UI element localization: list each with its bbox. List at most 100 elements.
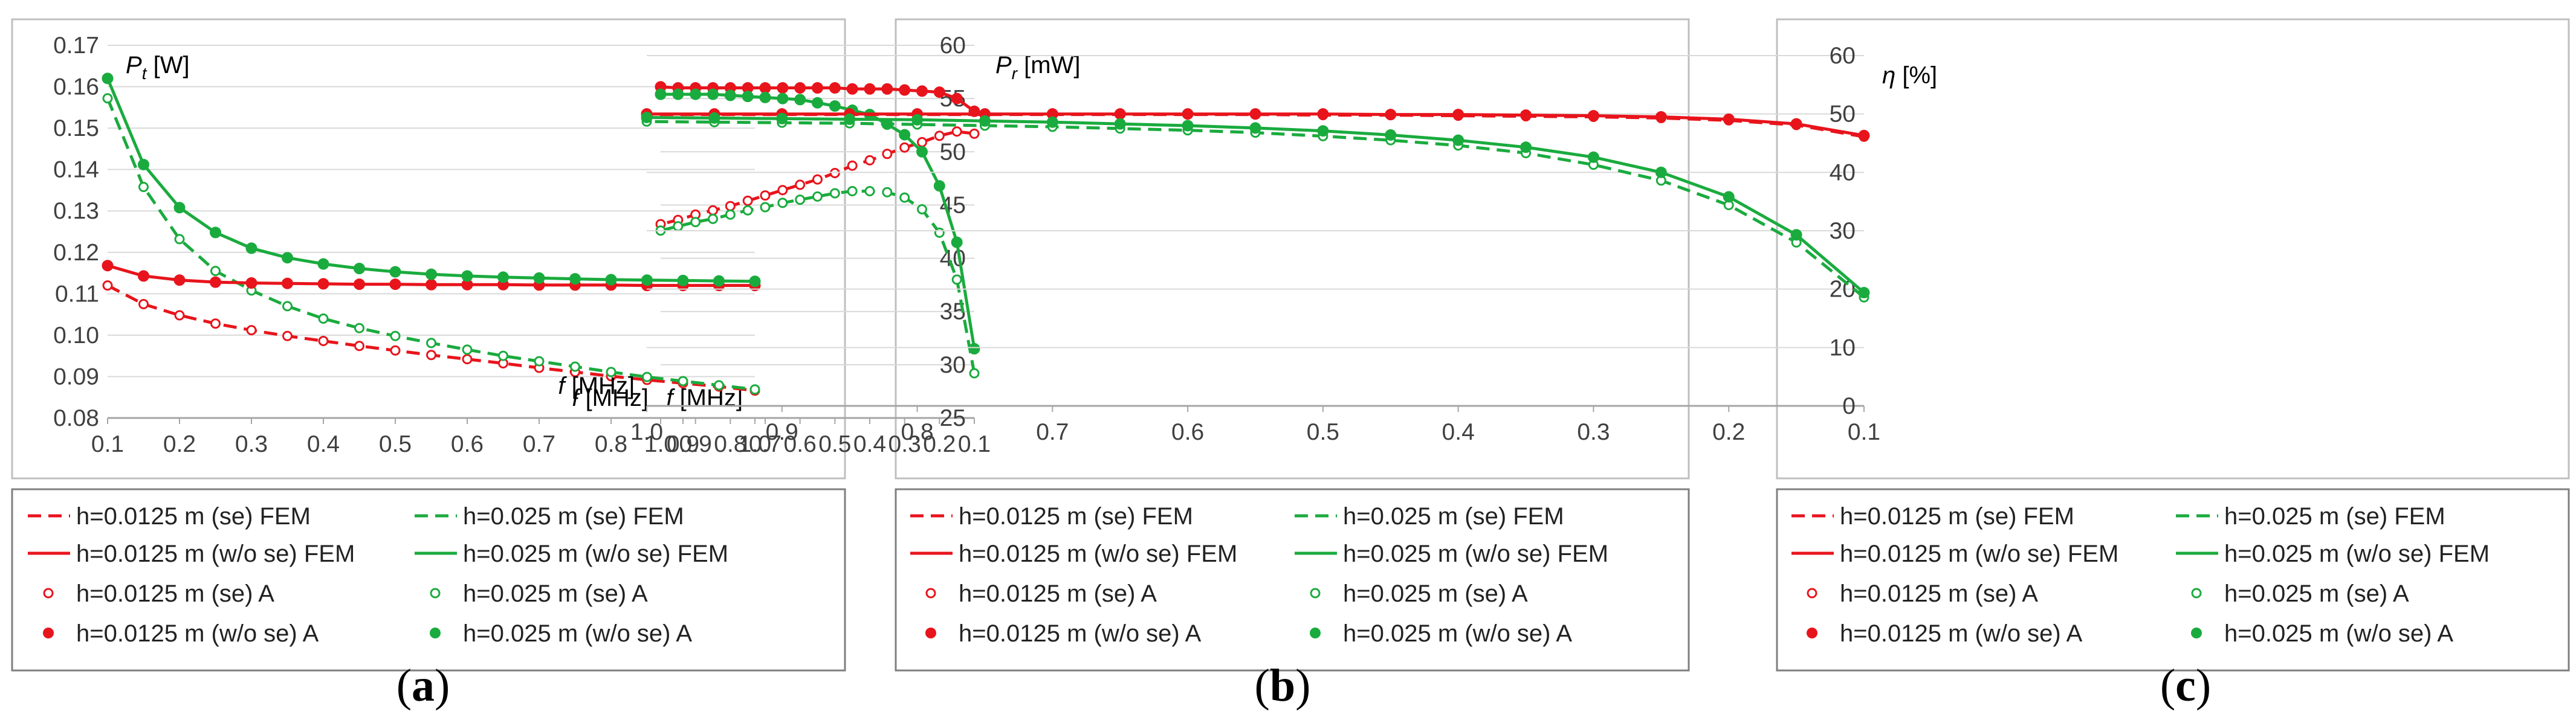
data-point-open	[829, 188, 840, 199]
data-point-filled	[794, 94, 806, 106]
data-point-open	[708, 205, 718, 216]
legend-swatch-filled	[925, 628, 936, 638]
data-point-open	[882, 187, 893, 198]
data-point-open	[210, 318, 221, 329]
data-point-open	[934, 227, 945, 238]
data-point-filled	[1723, 191, 1735, 203]
legend-entry: h=0.0125 m (w/o se) FEM	[1840, 541, 2118, 567]
data-point-filled	[1114, 108, 1126, 120]
x-axis-label: f [MHz]	[666, 385, 743, 411]
data-point-open	[847, 160, 858, 171]
data-point-filled	[641, 111, 653, 123]
data-point-open	[246, 325, 257, 336]
data-point-filled	[911, 114, 924, 126]
data-point-open	[864, 155, 875, 165]
data-point-filled	[173, 202, 186, 214]
data-point-open	[760, 202, 771, 213]
y-tick-label: 60	[940, 33, 966, 59]
legend-swatch-filled	[2191, 628, 2202, 638]
y-axis-label: η [%]	[1882, 62, 1937, 89]
data-point-open	[426, 338, 436, 349]
data-point-open	[534, 356, 545, 367]
y-tick-label: 0.13	[53, 198, 99, 224]
data-point-filled	[1655, 166, 1667, 178]
data-point-open	[673, 221, 684, 232]
data-point-open	[714, 380, 724, 391]
legend-entry: h=0.025 m (se) A	[463, 580, 648, 607]
panel-label: (b)	[1255, 660, 1311, 711]
data-point-open	[318, 313, 329, 324]
data-point-filled	[1858, 286, 1870, 298]
legend-swatch-filled	[43, 628, 54, 638]
data-point-open	[690, 217, 701, 228]
data-point-open	[899, 192, 910, 203]
data-point-filled	[794, 82, 806, 94]
data-point-open	[795, 179, 806, 190]
data-point-open	[777, 198, 788, 208]
data-point-filled	[641, 274, 653, 286]
x-tick-label: 0.2	[163, 431, 196, 457]
data-point-filled	[749, 275, 761, 288]
data-point-filled	[138, 158, 149, 170]
legend-frame	[11, 488, 846, 672]
y-tick-label: 0	[1842, 393, 1856, 419]
data-point-filled	[1723, 113, 1735, 125]
data-point-filled	[655, 88, 667, 100]
data-point-filled	[1452, 109, 1464, 121]
data-point-filled	[777, 82, 789, 94]
data-point-filled	[968, 342, 980, 355]
legend-entry: h=0.025 m (se) FEM	[463, 503, 684, 530]
data-point-filled	[1858, 129, 1870, 141]
data-point-filled	[1385, 129, 1397, 141]
data-point-filled	[708, 112, 720, 124]
data-point-open	[934, 130, 945, 141]
data-point-filled	[1182, 120, 1194, 132]
data-point-open	[829, 168, 840, 179]
data-point-filled	[1385, 109, 1397, 121]
data-point-open	[725, 201, 736, 211]
data-point-open	[354, 323, 364, 333]
data-point-filled	[690, 88, 702, 100]
legend-entry: h=0.025 m (se) FEM	[2224, 503, 2445, 530]
legend-entry: h=0.0125 m (se) FEM	[959, 503, 1193, 530]
x-tick-label: 0.3	[888, 431, 921, 457]
data-point-filled	[1790, 229, 1802, 241]
data-point-filled	[102, 72, 114, 85]
y-tick-label: 0.16	[53, 74, 99, 100]
data-point-filled	[1317, 108, 1329, 120]
data-point-filled	[1587, 110, 1599, 122]
x-tick-label: 0.2	[923, 431, 956, 457]
data-point-filled	[1790, 118, 1802, 130]
data-point-filled	[533, 272, 545, 284]
data-point-open	[795, 194, 806, 205]
y-tick-label: 0.14	[53, 157, 99, 183]
data-point-filled	[102, 260, 114, 272]
data-point-filled	[864, 83, 876, 95]
legend-entry: h=0.0125 m (w/o se) A	[76, 620, 319, 647]
legend-entry: h=0.0125 m (w/o se) A	[959, 620, 1202, 647]
data-point-filled	[677, 274, 689, 286]
data-point-open	[678, 376, 688, 387]
data-point-filled	[354, 278, 365, 291]
data-point-filled	[317, 278, 329, 290]
data-point-open	[354, 341, 364, 352]
y-tick-label: 30	[1830, 218, 1856, 244]
x-tick-label: 0.4	[307, 431, 340, 457]
legend-swatch-filled	[1310, 628, 1321, 638]
data-point-open	[777, 185, 788, 196]
legend-swatch-filled	[1807, 628, 1817, 638]
data-point-open	[498, 350, 508, 361]
y-tick-label: 0.15	[53, 115, 99, 141]
data-point-filled	[245, 242, 257, 254]
data-point-filled	[777, 92, 789, 104]
data-point-open	[864, 186, 875, 197]
y-axis-label: Pr [mW]	[995, 52, 1080, 83]
legend-swatch-open	[1310, 588, 1321, 599]
data-point-open	[917, 204, 927, 214]
data-point-filled	[899, 84, 911, 96]
x-tick-label: 0.6	[1171, 419, 1204, 445]
legend: h=0.0125 m (se) FEM h=0.025 m (se) FEM h=0…	[11, 488, 846, 672]
legend: h=0.0125 m (se) FEM h=0.025 m (se) FEM h=0…	[1776, 488, 2570, 672]
y-tick-label: 0.11	[55, 281, 99, 307]
legend-entry: h=0.0125 m (w/o se) FEM	[959, 541, 1237, 567]
